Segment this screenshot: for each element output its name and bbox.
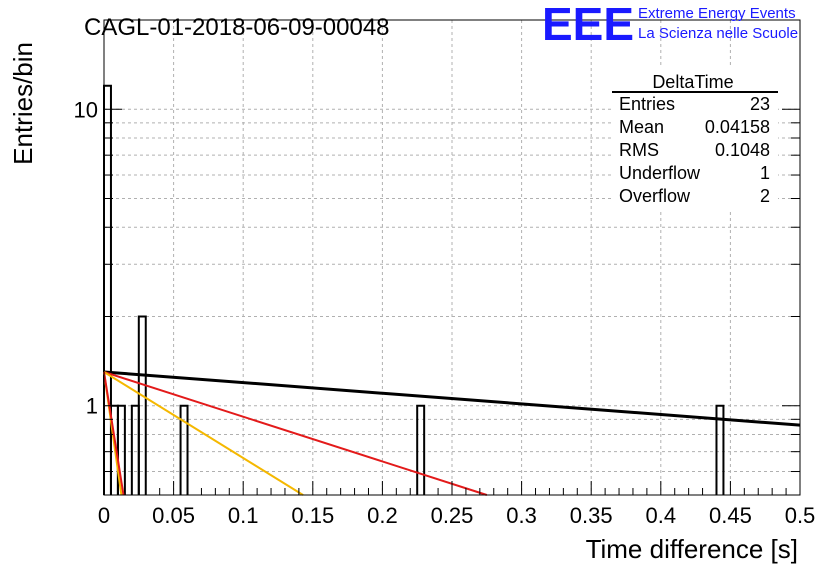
- histogram-bin: [179, 404, 189, 495]
- chart-title: CAGL-01-2018-06-09-00048: [84, 14, 390, 41]
- axis-ticks: 0 0.05 0.1 0.15 0.2 0.25 0.3 0.35 0.4 0.45 0.5 1 10: [74, 97, 816, 528]
- logo-line-2: La Scienza nelle Scuole: [638, 25, 798, 42]
- stats-rows: Entries 23 Mean 0.04158 RMS 0.1048 Underflow 1 O…: [619, 94, 770, 206]
- stats-value: 0.1048: [715, 140, 770, 160]
- fit-curve: [103, 371, 304, 496]
- histogram-bin: [715, 404, 725, 495]
- logo-line-1: Extreme Energy Events: [638, 5, 796, 22]
- fit-curve: [103, 371, 125, 496]
- x-tick-label: 0: [98, 503, 110, 528]
- fit-curve: [103, 371, 488, 496]
- x-tick-label: 0.35: [570, 503, 613, 528]
- y-tick-label: 10: [74, 97, 98, 122]
- eee-logo: EEE: [542, 0, 634, 50]
- x-axis-label: Time difference [s]: [586, 534, 798, 564]
- x-tick-label: 0.5: [785, 503, 816, 528]
- stats-label: Mean: [619, 117, 664, 137]
- x-tick-label: 0.1: [228, 503, 259, 528]
- histogram-bin: [137, 315, 147, 495]
- stats-value: 0.04158: [705, 117, 770, 137]
- y-axis-label: Entries/bin: [8, 42, 38, 165]
- stats-label: Entries: [619, 94, 675, 114]
- stats-value: 23: [750, 94, 770, 114]
- x-tick-label: 0.4: [646, 503, 677, 528]
- grid-layer: [104, 20, 800, 495]
- x-tick-label: 0.45: [709, 503, 752, 528]
- x-tick-label: 0.3: [506, 503, 537, 528]
- stats-value: 2: [760, 186, 770, 206]
- x-tick-label: 0.05: [152, 503, 195, 528]
- histogram-bin: [416, 404, 426, 495]
- x-tick-label: 0.25: [431, 503, 474, 528]
- fit-curves: [103, 370, 801, 496]
- stats-label: Overflow: [619, 186, 691, 206]
- stats-box: DeltaTime Entries 23 Mean 0.04158 RMS 0.1048 U…: [612, 65, 778, 209]
- x-tick-label: 0.15: [291, 503, 334, 528]
- fit-curve: [103, 370, 801, 427]
- stats-label: RMS: [619, 140, 659, 160]
- stats-label: Underflow: [619, 163, 701, 183]
- stats-value: 1: [760, 163, 770, 183]
- y-tick-label: 1: [86, 394, 98, 419]
- x-tick-label: 0.2: [367, 503, 398, 528]
- histogram-bin: [103, 84, 112, 495]
- stats-title: DeltaTime: [652, 72, 733, 92]
